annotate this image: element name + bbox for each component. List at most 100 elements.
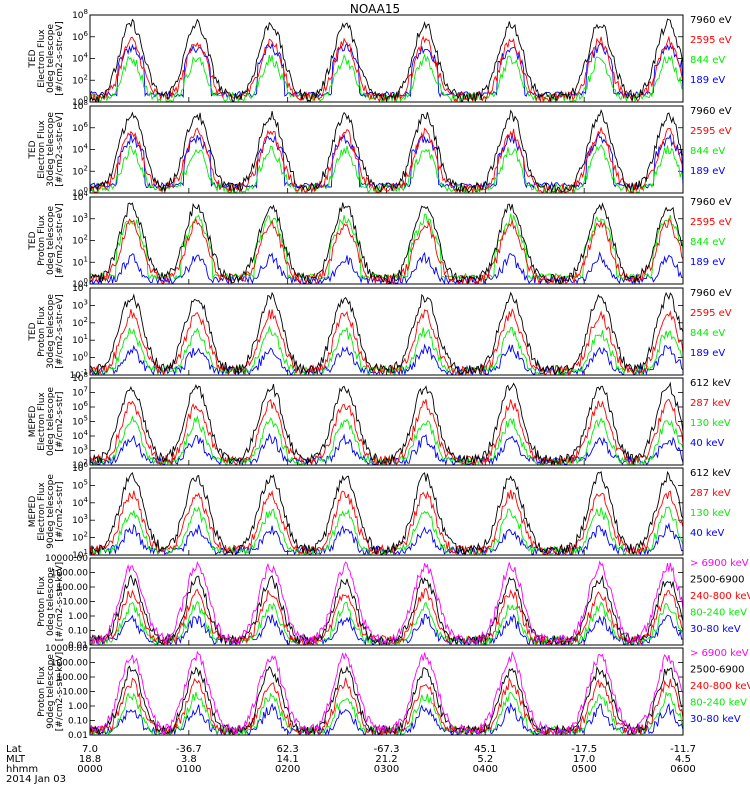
legend-entry: 80-240 keV — [690, 608, 747, 619]
panel-frame — [89, 557, 684, 646]
legend-entry: 2500-6900 — [690, 665, 745, 676]
y-tick-label: 105 — [72, 415, 88, 428]
series-trace — [89, 574, 684, 646]
y-tick-label: 102 — [72, 531, 88, 544]
y-tick-label: 1.00 — [68, 612, 88, 622]
series-trace — [89, 506, 684, 556]
y-axis-label: [#/cm2-s-str-keV] — [55, 562, 65, 641]
y-tick-label: 106 — [72, 400, 88, 413]
series-trace — [89, 600, 684, 646]
legend-entry: 189 eV — [690, 75, 725, 86]
y-tick-label: 1000.00 — [51, 659, 88, 669]
y-axis-label: [#/cm2-s-str-eV] — [55, 21, 65, 96]
y-axis-label: 90deg telescope — [46, 474, 56, 549]
series-trace — [89, 677, 684, 736]
legend-entry: 844 eV — [690, 146, 725, 157]
y-axis-label: 0deg telescope — [46, 567, 56, 637]
panel-frame — [89, 647, 684, 736]
y-axis-label: TED — [28, 322, 38, 341]
series-trace — [89, 53, 684, 103]
x-tick-label-lat: 45.1 — [474, 744, 496, 755]
legend-entry: 844 eV — [690, 237, 725, 248]
legend-entry: 844 eV — [690, 328, 725, 339]
panel-frame — [89, 467, 684, 556]
x-row-label: hhmm — [6, 764, 38, 775]
legend-entry: 40 keV — [690, 528, 724, 539]
y-tick-label: 102 — [72, 73, 88, 86]
legend-entry: 189 eV — [690, 257, 725, 268]
x-tick-label-mlt: 5.2 — [477, 754, 493, 765]
y-tick-label: 102 — [72, 234, 88, 247]
legend-entry: 240-800 keV — [690, 591, 750, 602]
y-tick-label: 1000.00 — [51, 569, 88, 579]
x-row-label: Lat — [6, 744, 22, 755]
x-tick-label-lat: -17.5 — [571, 744, 597, 755]
y-tick-label: 106 — [72, 30, 88, 43]
legend-entry: 844 eV — [690, 55, 725, 66]
y-axis-label: TED — [28, 140, 38, 159]
series-trace — [89, 307, 684, 376]
y-tick-label: 101 — [72, 255, 88, 268]
legend-entry: 7960 eV — [690, 197, 732, 208]
x-tick-label-hhmm: 0500 — [571, 764, 596, 775]
y-tick-label: 101 — [72, 333, 88, 346]
y-tick-label: 100 — [72, 351, 88, 364]
series-trace — [89, 522, 684, 556]
panel-8: 10000.00 1000.00 100.00 10.00 1.00 0.10 0.01 Pr… — [37, 644, 750, 741]
y-axis-label: MEPED — [28, 496, 38, 528]
y-tick-label: 108 — [72, 99, 88, 112]
legend-entry: 7960 eV — [690, 288, 732, 299]
y-tick-label: 100 — [72, 277, 88, 290]
series-trace — [89, 18, 684, 103]
y-axis-label: [#/cm2-s-str-eV] — [55, 203, 65, 278]
y-axis-label: TED — [28, 231, 38, 250]
y-axis-label: TED — [28, 49, 38, 68]
legend-entry: 7960 eV — [690, 15, 732, 26]
y-tick-label: 100.00 — [57, 673, 89, 683]
x-row-label: 2014 Jan 03 — [6, 774, 66, 785]
x-tick-label-hhmm: 0400 — [473, 764, 498, 775]
y-tick-label: 108 — [72, 8, 88, 21]
legend-entry: 30-80 keV — [690, 714, 741, 725]
legend-entry: 40 keV — [690, 438, 724, 449]
y-tick-label: 103 — [72, 444, 88, 457]
legend-entry: 2595 eV — [690, 308, 732, 319]
x-tick-label-mlt: 4.5 — [675, 754, 691, 765]
y-axis-label: 30deg telescope — [46, 112, 56, 187]
y-tick-label: 1.00 — [68, 702, 88, 712]
panel-frame — [89, 377, 684, 466]
y-axis-label: [#/cm2-s-str-eV] — [55, 112, 65, 187]
y-axis-label: 0deg telescope — [46, 206, 56, 276]
y-tick-label: 106 — [72, 121, 88, 134]
series-trace — [89, 650, 684, 736]
y-tick-label: 0.01 — [68, 731, 88, 741]
y-axis-label: Electron Flux — [37, 482, 47, 541]
y-tick-label: 104 — [72, 496, 88, 509]
series-trace — [89, 414, 684, 466]
x-tick-label-hhmm: 0200 — [275, 764, 300, 775]
legend-entry: 287 keV — [690, 488, 731, 499]
y-tick-label: 105 — [72, 478, 88, 491]
y-axis-label: Electron Flux — [37, 120, 47, 179]
legend-entry: 189 eV — [690, 166, 725, 177]
series-trace — [89, 325, 684, 376]
x-tick-label-lat: 7.0 — [82, 744, 98, 755]
y-tick-label: 102 — [72, 164, 88, 177]
series-trace — [89, 291, 684, 376]
y-axis-label: [#/cm2-s-str] — [55, 481, 65, 541]
x-tick-label-lat: 62.3 — [277, 744, 299, 755]
legend-entry: 612 keV — [690, 378, 731, 389]
y-tick-label: 102 — [72, 458, 88, 471]
x-tick-label-hhmm: 0100 — [176, 764, 201, 775]
y-tick-label: 103 — [72, 298, 88, 311]
y-tick-label: 100 — [72, 186, 88, 199]
panel-7: 10000.00 1000.00 100.00 10.00 1.00 0.10 0.01 Pr… — [37, 554, 750, 651]
y-tick-label: 10.00 — [62, 598, 88, 608]
panel-frame — [89, 105, 684, 194]
x-tick-label-hhmm: 0000 — [77, 764, 102, 775]
panel-3: 104 103 102 101 100 TED Proton Flux 0deg telesc… — [28, 190, 732, 290]
y-tick-label: 101 — [72, 548, 88, 561]
